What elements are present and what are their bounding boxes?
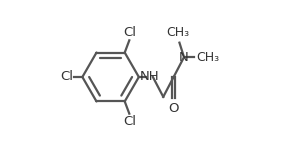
Text: CH₃: CH₃ [196,51,219,64]
Text: N: N [179,51,189,64]
Text: Cl: Cl [123,116,136,128]
Text: CH₃: CH₃ [166,26,189,39]
Text: Cl: Cl [123,26,136,38]
Text: Cl: Cl [60,71,73,83]
Text: O: O [168,102,179,115]
Text: NH: NH [140,71,159,83]
